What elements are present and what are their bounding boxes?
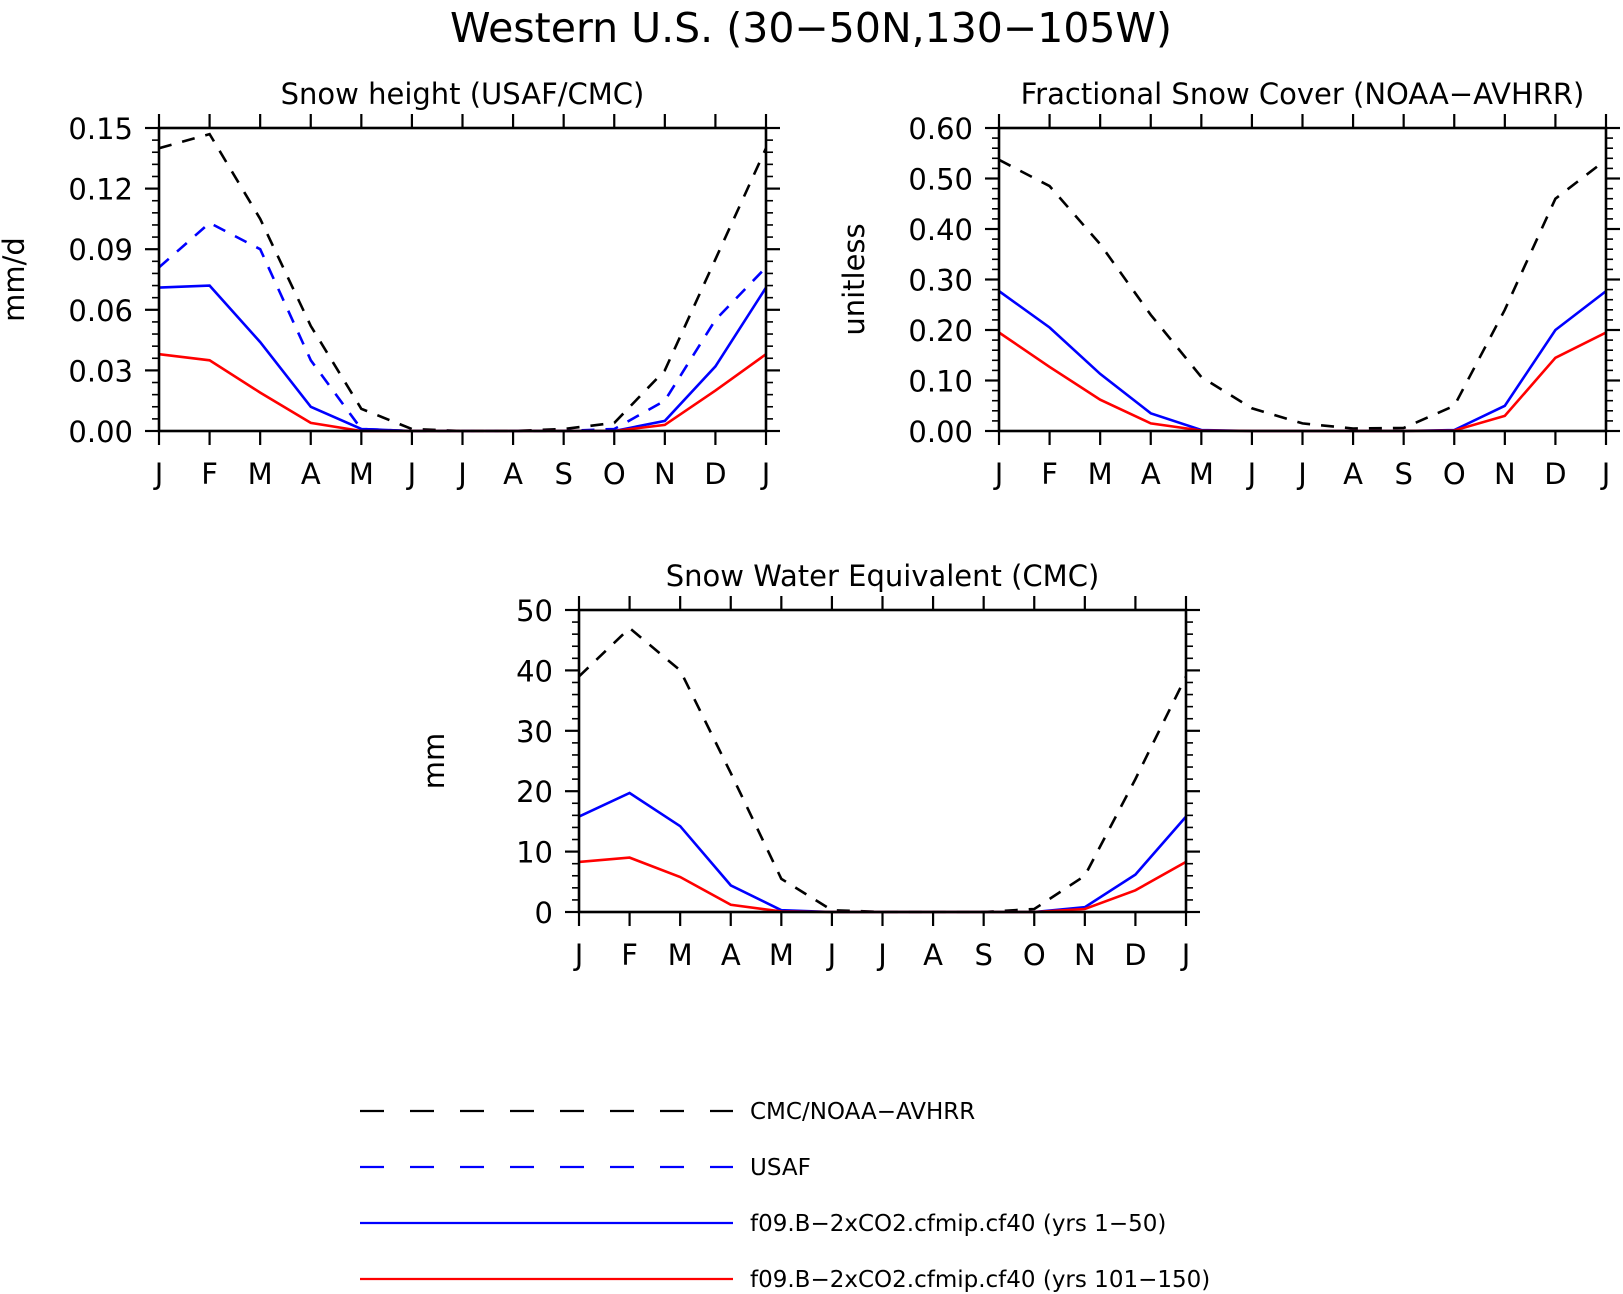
x-tick-label: J xyxy=(876,938,887,972)
y-tick-label: 0.03 xyxy=(68,354,133,388)
series-line-usaf xyxy=(159,221,766,433)
x-tick-label: N xyxy=(654,457,676,491)
x-tick-label: A xyxy=(923,938,943,972)
x-tick-label: M xyxy=(1088,457,1113,491)
y-tick-label: 50 xyxy=(516,594,553,628)
chart-panel-3: Snow Water Equivalent (CMC)mmJ F M A M J J A S O N… xyxy=(417,559,1200,972)
legend-label: CMC/NOAA−AVHRR xyxy=(750,1099,975,1125)
x-tick-label: J xyxy=(826,938,837,972)
y-tick-label: 0.00 xyxy=(68,415,133,449)
x-tick-label: M xyxy=(349,457,374,491)
legend-item-usaf: USAF xyxy=(360,1155,811,1181)
y-tick-label: 0.30 xyxy=(908,264,973,298)
y-tick-label: 0.60 xyxy=(908,112,973,146)
x-tick-label: J xyxy=(1600,457,1611,491)
y-tick-label: 0.40 xyxy=(908,213,973,247)
legend-label: USAF xyxy=(750,1155,811,1181)
figure-title: Western U.S. (30−50N,130−105W) xyxy=(450,4,1172,52)
x-tick-label: S xyxy=(554,457,572,491)
x-tick-label: M xyxy=(1189,457,1214,491)
series-line-m2 xyxy=(159,352,766,433)
y-tick-label: 0.50 xyxy=(908,163,973,197)
y-tick-label: 10 xyxy=(516,836,553,870)
series-line-m1 xyxy=(579,791,1186,914)
x-tick-label: S xyxy=(974,938,992,972)
legend-item-obs: CMC/NOAA−AVHRR xyxy=(360,1099,975,1125)
x-tick-label: J xyxy=(573,938,584,972)
panel-title: Snow height (USAF/CMC) xyxy=(281,77,645,111)
x-tick-label: D xyxy=(1544,457,1566,491)
x-tick-label: D xyxy=(704,457,726,491)
x-tick-label: J xyxy=(760,457,771,491)
plot-frame xyxy=(997,126,1608,433)
y-axis-label: mm/d xyxy=(0,237,31,322)
x-tick-label: M xyxy=(248,457,273,491)
x-tick-label: A xyxy=(1343,457,1363,491)
y-tick-label: 0 xyxy=(535,896,553,930)
panel-title: Snow Water Equivalent (CMC) xyxy=(666,559,1100,593)
y-tick-label: 0.20 xyxy=(908,314,973,348)
x-tick-label: A xyxy=(301,457,321,491)
x-tick-label: J xyxy=(1180,938,1191,972)
x-tick-label: F xyxy=(201,457,218,491)
x-tick-label: O xyxy=(1023,938,1046,972)
y-tick-label: 20 xyxy=(516,775,553,809)
x-tick-label: N xyxy=(1494,457,1516,491)
y-tick-label: 0.00 xyxy=(908,415,973,449)
y-axis-label: unitless xyxy=(837,223,871,335)
x-tick-label: O xyxy=(603,457,626,491)
x-tick-label: A xyxy=(1141,457,1161,491)
series-line-m1 xyxy=(999,290,1606,433)
panel-title: Fractional Snow Cover (NOAA−AVHRR) xyxy=(1021,77,1585,111)
legend-item-m1: f09.B−2xCO2.cfmip.cf40 (yrs 1−50) xyxy=(360,1211,1166,1237)
x-tick-label: M xyxy=(668,938,693,972)
y-tick-label: 0.15 xyxy=(68,112,133,146)
series-line-obs xyxy=(999,158,1606,430)
y-axis-label: mm xyxy=(417,733,451,790)
legend-item-m2: f09.B−2xCO2.cfmip.cf40 (yrs 101−150) xyxy=(360,1267,1210,1293)
legend: CMC/NOAA−AVHRR USAF f09.B−2xCO2.cfmip.cf40… xyxy=(360,1099,1210,1293)
x-tick-label: A xyxy=(503,457,523,491)
x-tick-label: J xyxy=(456,457,467,491)
legend-label: f09.B−2xCO2.cfmip.cf40 (yrs 1−50) xyxy=(750,1211,1166,1237)
x-tick-label: O xyxy=(1443,457,1466,491)
series-line-m1 xyxy=(159,284,766,433)
x-tick-label: J xyxy=(153,457,164,491)
x-tick-label: J xyxy=(1246,457,1257,491)
x-tick-label: A xyxy=(721,938,741,972)
plot-frame xyxy=(577,608,1188,914)
y-tick-label: 0.10 xyxy=(908,365,973,399)
legend-label: f09.B−2xCO2.cfmip.cf40 (yrs 101−150) xyxy=(750,1267,1210,1293)
x-tick-label: N xyxy=(1074,938,1096,972)
x-tick-label: F xyxy=(621,938,638,972)
x-tick-label: J xyxy=(406,457,417,491)
x-tick-label: D xyxy=(1124,938,1146,972)
x-tick-label: M xyxy=(769,938,794,972)
series-line-m2 xyxy=(999,331,1606,433)
y-tick-label: 30 xyxy=(516,715,553,749)
x-tick-label: S xyxy=(1394,457,1412,491)
x-tick-label: J xyxy=(1296,457,1307,491)
y-tick-label: 0.09 xyxy=(68,233,133,267)
y-tick-label: 0.06 xyxy=(68,294,133,328)
series-line-obs xyxy=(579,626,1186,914)
chart-panel-1: Snow height (USAF/CMC)mm/dJ F M A M J J A S O N D J0… xyxy=(0,77,780,491)
chart-panel-2: Fractional Snow Cover (NOAA−AVHRR) unitle… xyxy=(837,77,1620,491)
series-line-obs xyxy=(159,132,766,433)
y-tick-label: 0.12 xyxy=(68,173,133,207)
y-tick-label: 40 xyxy=(516,654,553,688)
chart-panels: Snow height (USAF/CMC)mm/dJ F M A M J J A S O N D J0… xyxy=(0,77,1620,972)
x-tick-label: F xyxy=(1041,457,1058,491)
x-tick-label: J xyxy=(993,457,1004,491)
series-line-m2 xyxy=(579,856,1186,914)
